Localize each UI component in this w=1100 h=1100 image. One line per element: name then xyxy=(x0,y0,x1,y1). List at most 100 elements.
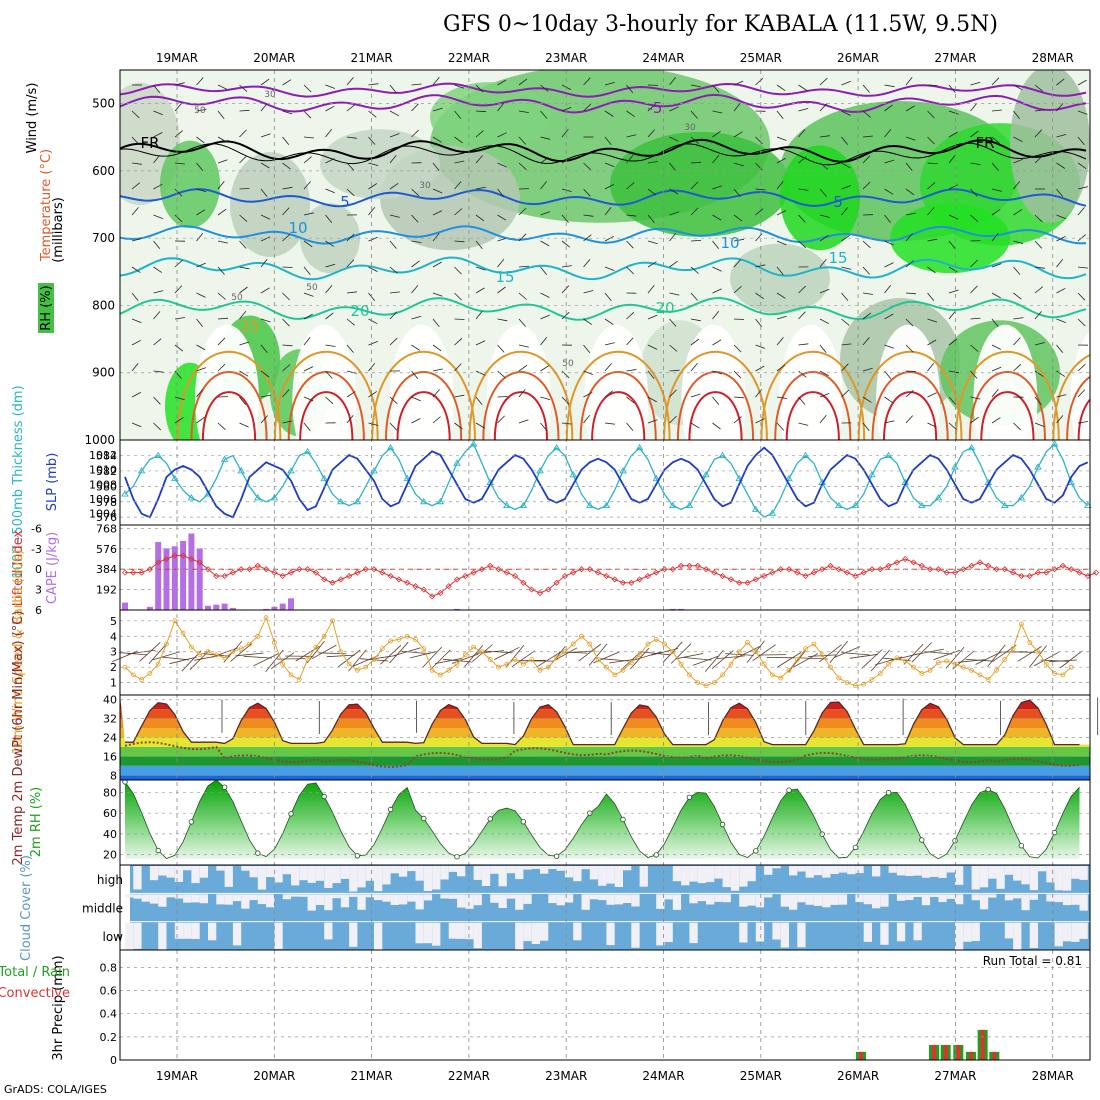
wind-barb xyxy=(862,240,871,249)
isotherm-label: 15 xyxy=(828,249,847,267)
wind-barb xyxy=(1034,214,1043,223)
wind-barb xyxy=(389,240,397,249)
wind-barb xyxy=(970,162,981,165)
cloud-clear-segment xyxy=(174,866,184,882)
wind-barb-10m xyxy=(389,641,409,664)
wind-barb xyxy=(862,110,871,118)
thickness-point xyxy=(237,467,245,474)
cloud-clear-segment xyxy=(747,866,756,882)
cape-bar xyxy=(188,533,195,610)
wind-barb xyxy=(776,364,786,372)
wind-barb xyxy=(153,84,161,94)
rh-point xyxy=(155,847,161,854)
wind-barb-10m xyxy=(169,656,197,665)
rh-tick: 80 xyxy=(103,786,117,799)
wind-barb xyxy=(862,396,872,403)
temp-color-band xyxy=(120,746,1090,757)
wind-barb-10m xyxy=(401,650,430,655)
lifted-index-point xyxy=(1068,566,1075,573)
wind-speed-point xyxy=(222,655,228,661)
precip-convective-bar xyxy=(943,1044,948,1060)
wind-barb xyxy=(561,311,570,320)
cloud-clear-segment xyxy=(315,866,325,881)
cloud-clear-segment xyxy=(349,894,358,897)
pressure-tick: 700 xyxy=(92,231,115,245)
wind-barb xyxy=(948,154,956,164)
wind-barb xyxy=(970,317,981,320)
cloud-clear-segment xyxy=(216,866,225,871)
xs-rh-label: RH (%) xyxy=(39,285,54,330)
wind-barb xyxy=(991,344,1002,350)
wind-barb xyxy=(1056,188,1064,198)
lifted-index-point xyxy=(893,559,900,566)
wind-barb xyxy=(411,83,422,86)
wind-barb xyxy=(798,84,808,91)
rh-dry-pocket xyxy=(584,324,649,440)
wind-barb-10m xyxy=(152,651,181,661)
wind-barb xyxy=(841,292,849,301)
wind-barb xyxy=(733,238,744,242)
wind-barb xyxy=(948,84,956,93)
wind-barb xyxy=(389,133,400,138)
wind-barb xyxy=(776,396,787,399)
date-label-bottom: 24MAR xyxy=(642,1069,684,1083)
wind-barb xyxy=(604,206,612,216)
wind-barb xyxy=(1034,342,1045,346)
wind-barb xyxy=(712,266,722,272)
thickness-point xyxy=(835,501,843,509)
wind-barb xyxy=(432,292,443,297)
lifted-index-point xyxy=(860,569,867,576)
wind-barb xyxy=(819,235,829,242)
wind-speed-point xyxy=(803,646,808,651)
wind-barb xyxy=(1077,110,1088,115)
wind-barb xyxy=(239,214,248,222)
lifted-index-point xyxy=(993,566,1000,573)
wind-barb xyxy=(196,162,204,171)
lifted-tick: 6 xyxy=(35,604,42,617)
wind-barb xyxy=(884,129,892,138)
cloud-clear-segment xyxy=(971,894,980,901)
rh-tick: 40 xyxy=(103,828,117,841)
lifted-index-point xyxy=(404,579,411,586)
thickness-tick: 580 xyxy=(96,480,117,493)
wind-barb-10m xyxy=(476,650,505,654)
wind-barb xyxy=(217,317,229,320)
cloud-clear-segment xyxy=(739,922,748,943)
wind-barb xyxy=(368,110,377,118)
date-label-top: 20MAR xyxy=(253,51,295,65)
temp-color-band xyxy=(120,756,1090,766)
wind-barb xyxy=(970,396,981,400)
wind-barb-10m xyxy=(430,649,451,670)
wind-barb-10m xyxy=(870,649,890,672)
cloud-clear-segment xyxy=(224,894,233,905)
lifted-index-point xyxy=(296,566,303,573)
lifted-index-point xyxy=(553,579,560,586)
lifted-index-point xyxy=(412,583,419,590)
thickness-point xyxy=(370,467,378,474)
wind-barb xyxy=(905,260,914,268)
rh-point xyxy=(454,854,460,860)
wind-barb xyxy=(991,417,1001,424)
wind-barb xyxy=(776,240,787,246)
date-label-top: 23MAR xyxy=(545,51,587,65)
isotherm-line xyxy=(120,188,1087,208)
wind-barb xyxy=(346,259,355,268)
wind-barb xyxy=(282,79,292,86)
thickness-tick: 584 xyxy=(96,450,117,463)
thickness-point xyxy=(851,501,860,509)
wind-barb-10m xyxy=(834,646,861,658)
wind-speed-point xyxy=(662,641,667,647)
rh-contour-fill xyxy=(780,145,860,251)
wind-barb xyxy=(368,83,379,86)
wind-barb xyxy=(862,181,871,190)
wind-barb xyxy=(626,214,637,217)
rh-dry-pocket xyxy=(486,324,551,440)
wind-barb xyxy=(604,363,612,372)
cloud-clear-segment xyxy=(672,866,682,882)
wind-barb xyxy=(540,156,549,164)
lifted-index-point xyxy=(844,569,851,576)
boundary-isotherm xyxy=(591,391,646,440)
cloud-clear-segment xyxy=(1004,894,1014,901)
cape-bar xyxy=(678,608,685,610)
cloud-clear-segment xyxy=(988,866,997,879)
